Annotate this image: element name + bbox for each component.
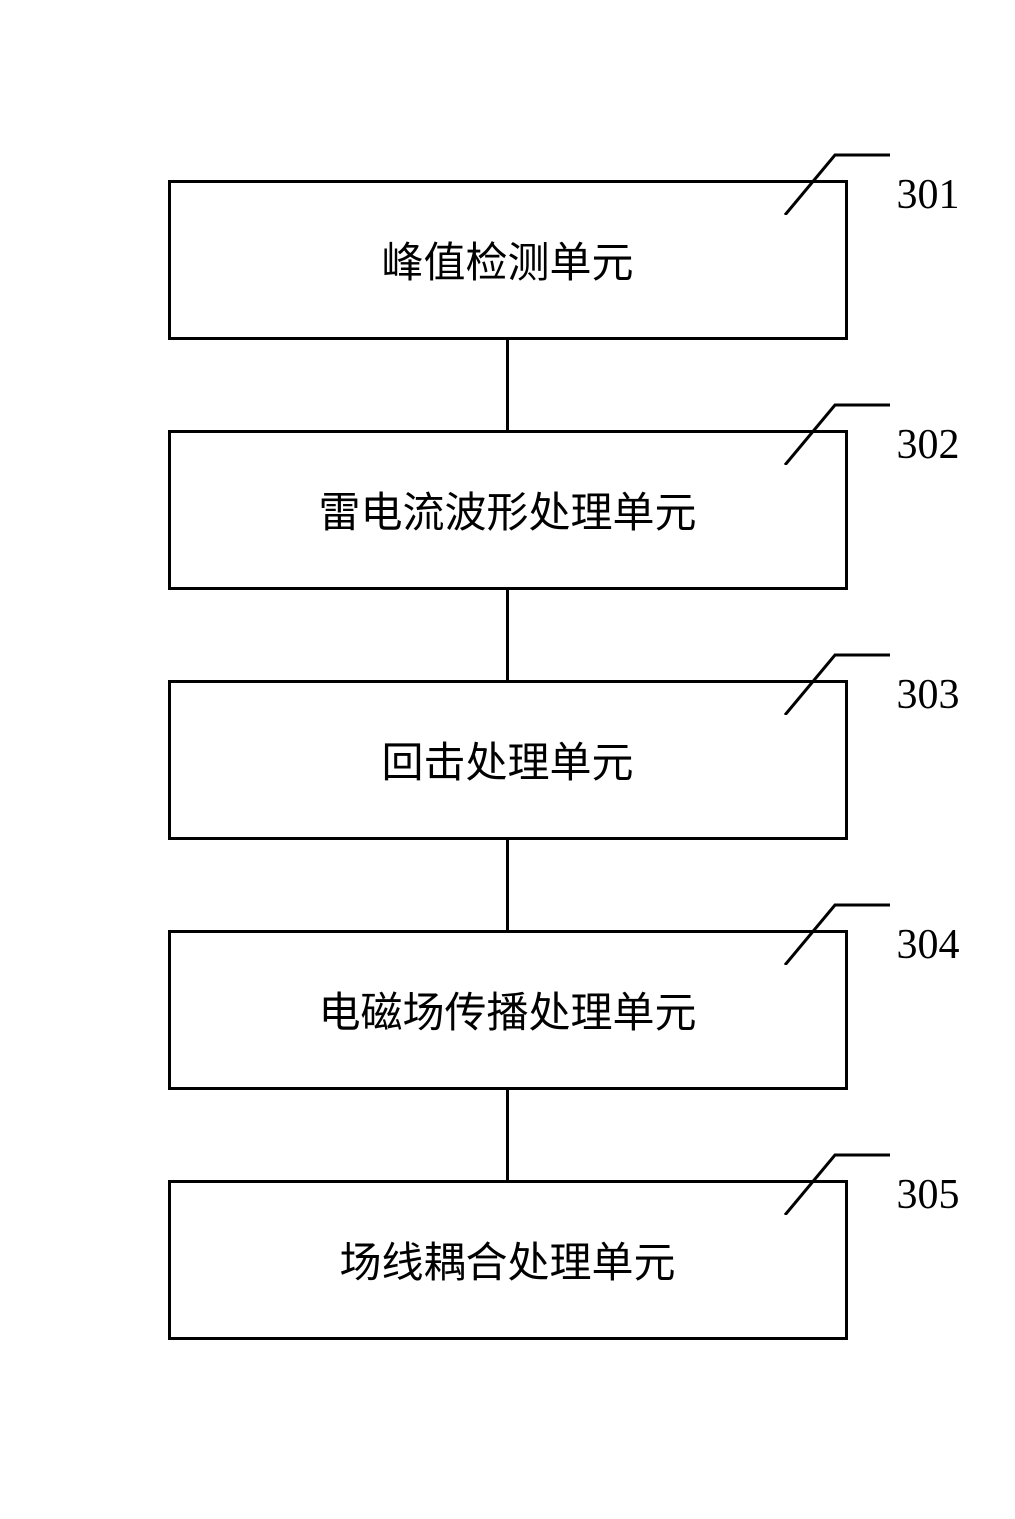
flow-box-304: 304 电磁场传播处理单元 — [168, 930, 848, 1090]
box-label: 场线耦合处理单元 — [339, 1229, 675, 1290]
callout-number: 304 — [897, 921, 960, 969]
flow-box-301: 301 峰值检测单元 — [168, 180, 848, 340]
connector-line — [506, 340, 509, 430]
callout-number: 305 — [897, 1171, 960, 1219]
callout-number: 303 — [897, 671, 960, 719]
callout-number: 301 — [897, 171, 960, 219]
flowchart-container: 301 峰值检测单元 302 雷电流波形处理单元 303 回击处理单元 304 … — [148, 130, 868, 1390]
box-label: 峰值检测单元 — [381, 229, 633, 290]
flow-box-302: 302 雷电流波形处理单元 — [168, 430, 848, 590]
flow-box-305: 305 场线耦合处理单元 — [168, 1180, 848, 1340]
flow-box-303: 303 回击处理单元 — [168, 680, 848, 840]
box-label: 电磁场传播处理单元 — [318, 979, 696, 1040]
box-label: 回击处理单元 — [381, 729, 633, 790]
callout-number: 302 — [897, 421, 960, 469]
connector-line — [506, 1090, 509, 1180]
connector-line — [506, 840, 509, 930]
connector-line — [506, 590, 509, 680]
box-label: 雷电流波形处理单元 — [318, 479, 696, 540]
